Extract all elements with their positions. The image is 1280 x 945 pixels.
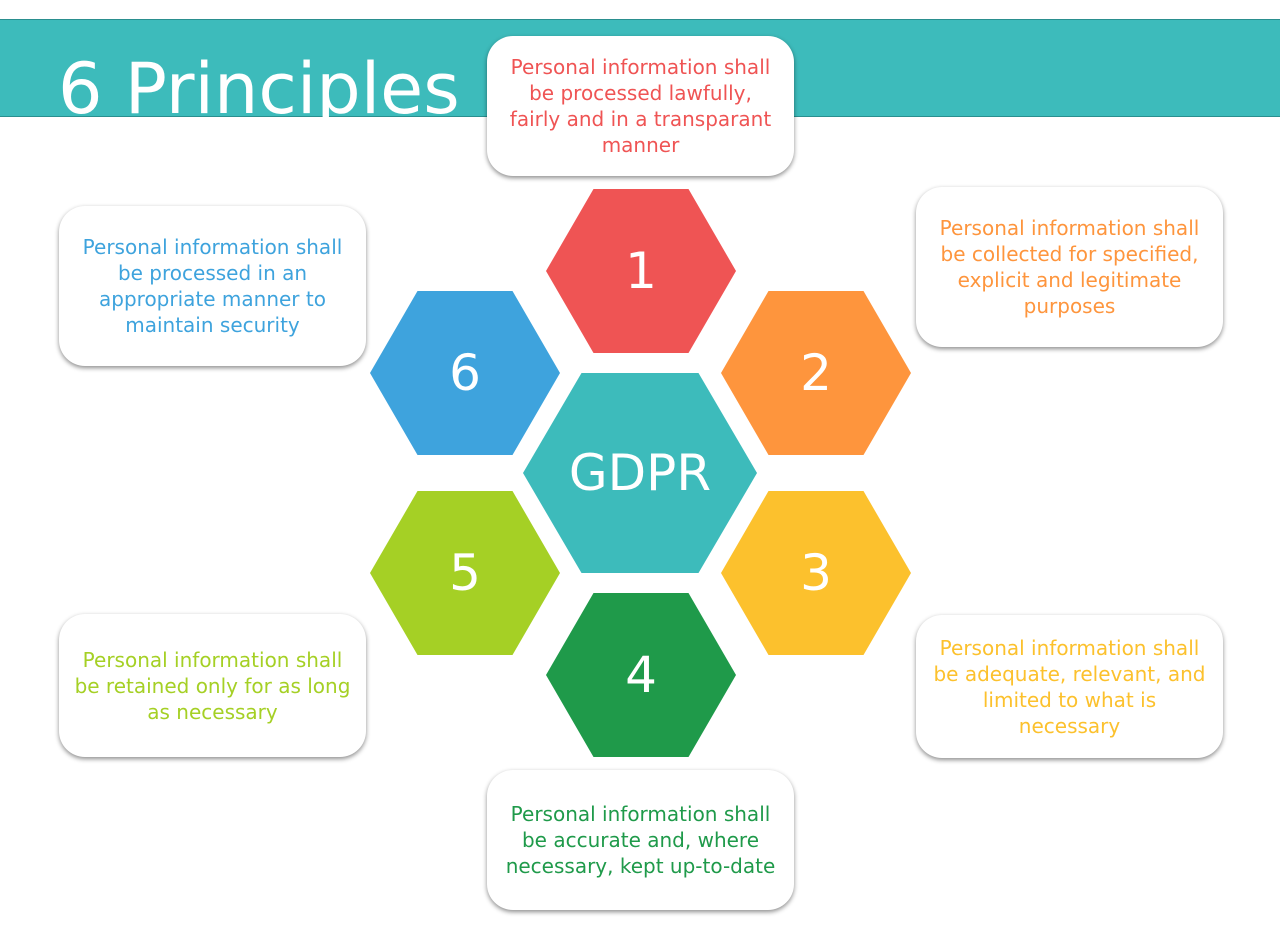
principle-card-3: Personal information shall be adequate, …: [916, 615, 1223, 758]
principle-card-3-text: Personal information shall be adequate, …: [933, 635, 1206, 738]
hexagon-1-label: 1: [625, 242, 657, 300]
hexagon-6: [370, 291, 560, 455]
principle-card-1-text: Personal information shall be processed …: [509, 55, 772, 157]
principle-card-2-text: Personal information shall be collected …: [939, 216, 1200, 318]
hexagon-5: [370, 491, 560, 655]
hexagon-4-label: 4: [625, 646, 657, 704]
principle-card-5-text: Personal information shall be retained o…: [74, 647, 351, 724]
hexagon-6-label: 6: [449, 344, 481, 402]
principle-card-5: Personal information shall be retained o…: [59, 614, 366, 757]
hexagon-4: [546, 593, 736, 757]
hexagon-3: [721, 491, 911, 655]
hexagon-2: [721, 291, 911, 455]
principle-card-4-text: Personal information shall be accurate a…: [505, 802, 776, 878]
principle-card-1: Personal information shall be processed …: [487, 36, 794, 176]
page-title: 6 Principles: [58, 48, 460, 130]
principle-card-4: Personal information shall be accurate a…: [487, 770, 794, 910]
principle-card-6: Personal information shall be processed …: [59, 206, 366, 366]
hexagon-5-label: 5: [449, 544, 481, 602]
principle-card-6-text: Personal information shall be processed …: [82, 235, 343, 337]
hexagon-center: [523, 373, 757, 573]
hexagon-center-label: GDPR: [569, 444, 711, 502]
principle-card-2: Personal information shall be collected …: [916, 187, 1223, 347]
hexagon-3-label: 3: [800, 544, 832, 602]
hexagon-2-label: 2: [800, 344, 832, 402]
hexagon-1: [546, 189, 736, 353]
